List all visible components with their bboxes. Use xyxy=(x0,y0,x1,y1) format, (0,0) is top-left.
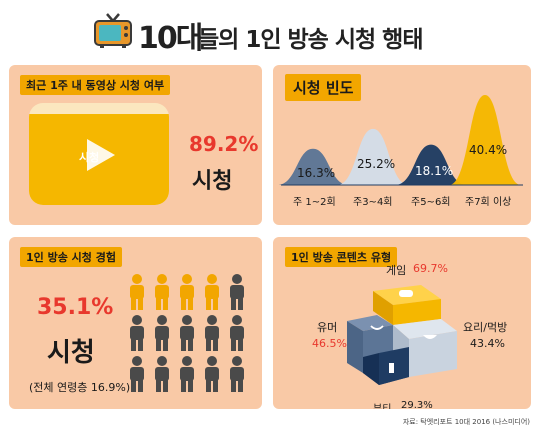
viewing-pct: 89.2% xyxy=(189,132,259,156)
beauty-pct: 29.3% xyxy=(401,400,433,409)
experience-pct: 35.1% xyxy=(37,295,114,320)
panel-tag: 1인 방송 콘텐츠 유형 xyxy=(285,247,398,267)
beauty-name: 뷰티 xyxy=(373,400,391,409)
tv-icon xyxy=(94,13,132,48)
person-icon xyxy=(177,273,197,311)
cooking-pct: 43.4% xyxy=(470,337,505,350)
person-icon xyxy=(227,273,247,311)
person-icon xyxy=(202,314,222,352)
gamepad-icon xyxy=(399,290,413,297)
source-credit: 자료: 탁엣리포트 10대 2016 (나스미디어) xyxy=(402,418,530,426)
bowl-icon xyxy=(423,335,437,339)
person-icon xyxy=(152,355,172,393)
frequency-label: 주3~4회 xyxy=(353,197,393,208)
humor-name: 유머 xyxy=(317,321,338,334)
person-icon xyxy=(202,273,222,311)
person-icon xyxy=(202,355,222,393)
frequency-label: 주5~6회 xyxy=(411,197,451,208)
experience-label: 시청 xyxy=(47,338,95,368)
content-cube-graphic xyxy=(347,285,457,385)
panel-frequency: 시청 빈도 16.3% 주 1~2회 25.2% 주3~4회 18.1% 주5~6회 40.… xyxy=(273,65,531,225)
game-name: 게임 xyxy=(386,264,407,277)
cooking-name: 요리/먹방 xyxy=(463,321,508,334)
person-icon xyxy=(152,273,172,311)
game-pct: 69.7% xyxy=(413,262,448,275)
play-label: 시청 xyxy=(79,151,100,164)
people-grid xyxy=(127,273,257,393)
panel-tag: 최근 1주 내 동영상 시청 여부 xyxy=(20,75,171,95)
frequency-label: 주 1~2회 xyxy=(293,197,336,208)
panel-tag: 시청 빈도 xyxy=(285,74,362,101)
person-icon xyxy=(127,273,147,311)
page-title: 들의 1인 방송 시청 행태 xyxy=(198,27,423,53)
person-icon xyxy=(227,314,247,352)
smile-icon xyxy=(370,325,384,330)
person-icon xyxy=(127,355,147,393)
person-icon xyxy=(227,355,247,393)
frequency-pct: 16.3% xyxy=(297,165,336,180)
panel-experience: 1인 방송 시청 경험 35.1% 시청 (전체 연령층 16.9%) xyxy=(9,237,262,409)
video-fill-icon xyxy=(29,103,169,205)
frequency-curve xyxy=(395,144,467,185)
frequency-pct: 18.1% xyxy=(415,164,454,179)
person-icon xyxy=(177,314,197,352)
title-number: 10대 xyxy=(138,21,203,56)
frequency-curve xyxy=(449,95,521,185)
person-icon xyxy=(127,314,147,352)
frequency-curve xyxy=(337,128,409,185)
humor-pct: 46.5% xyxy=(312,337,347,350)
frequency-curve xyxy=(277,148,349,185)
panel-tag: 1인 방송 시청 경험 xyxy=(20,247,122,267)
frequency-pct: 25.2% xyxy=(357,157,396,172)
frequency-curves xyxy=(277,95,523,186)
person-icon xyxy=(177,355,197,393)
panel-content-types: 1인 방송 콘텐츠 유형 게임 69.7% 유머 46.5% xyxy=(273,237,531,409)
frequency-pct: 40.4% xyxy=(469,143,508,158)
lipstick-icon xyxy=(389,363,394,373)
viewing-label: 시청 xyxy=(192,169,233,194)
experience-note: (전체 연령층 16.9%) xyxy=(29,381,131,394)
header: 10대 들의 1인 방송 시청 행태 xyxy=(0,0,540,60)
panel-weekly-viewing: 최근 1주 내 동영상 시청 여부 시청 89.2% 시청 xyxy=(9,65,262,225)
frequency-label: 주7회 이상 xyxy=(465,197,512,208)
person-icon xyxy=(152,314,172,352)
